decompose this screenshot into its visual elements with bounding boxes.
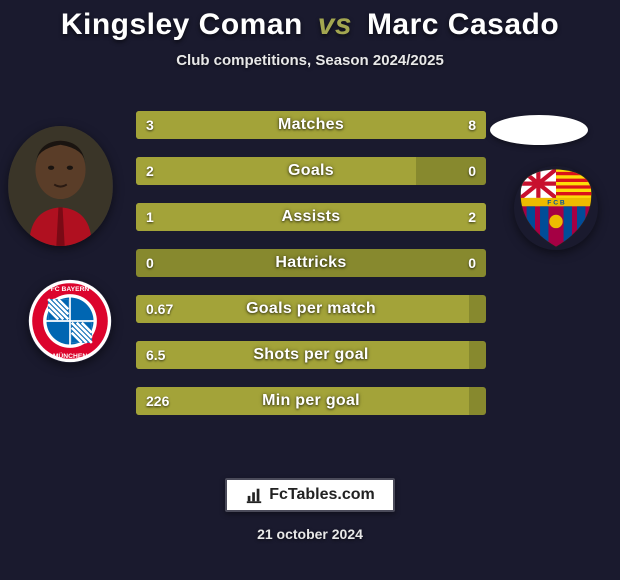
- stat-row: 6.5Shots per goal: [136, 341, 486, 369]
- vs-text: vs: [318, 8, 352, 41]
- svg-text:MÜNCHEN: MÜNCHEN: [53, 351, 87, 360]
- player2-name: Marc Casado: [367, 8, 559, 41]
- stat-label: Goals per match: [136, 295, 486, 323]
- stat-row: 20Goals: [136, 157, 486, 185]
- site-logo: FcTables.com: [225, 478, 395, 512]
- stat-label: Assists: [136, 203, 486, 231]
- player1-photo: [8, 126, 113, 246]
- stat-label: Hattricks: [136, 249, 486, 277]
- chart-icon: [245, 486, 263, 504]
- barcelona-badge-icon: F C B: [514, 166, 598, 250]
- site-name: FcTables.com: [269, 486, 375, 504]
- stat-label: Shots per goal: [136, 341, 486, 369]
- subtitle: Club competitions, Season 2024/2025: [0, 52, 620, 69]
- stat-row: 0.67Goals per match: [136, 295, 486, 323]
- bayern-badge-icon: FC BAYERN MÜNCHEN: [28, 279, 112, 363]
- comparison-title: Kingsley Coman vs Marc Casado: [0, 0, 620, 42]
- player2-photo-placeholder: [490, 115, 588, 145]
- date: 21 october 2024: [0, 526, 620, 542]
- stat-label: Min per goal: [136, 387, 486, 415]
- svg-text:FC BAYERN: FC BAYERN: [51, 286, 90, 293]
- player1-name: Kingsley Coman: [61, 8, 303, 41]
- svg-text:F C B: F C B: [547, 200, 565, 207]
- stat-label: Goals: [136, 157, 486, 185]
- footer: FcTables.com 21 october 2024: [0, 478, 620, 542]
- stat-bars: 38Matches 20Goals 12Assists 00Hattricks 0.67…: [136, 111, 486, 433]
- stat-row: 226Min per goal: [136, 387, 486, 415]
- comparison-chart: FC BAYERN MÜNCHEN F C B 3: [0, 91, 620, 431]
- stat-row: 00Hattricks: [136, 249, 486, 277]
- stat-row: 12Assists: [136, 203, 486, 231]
- stat-row: 38Matches: [136, 111, 486, 139]
- stat-label: Matches: [136, 111, 486, 139]
